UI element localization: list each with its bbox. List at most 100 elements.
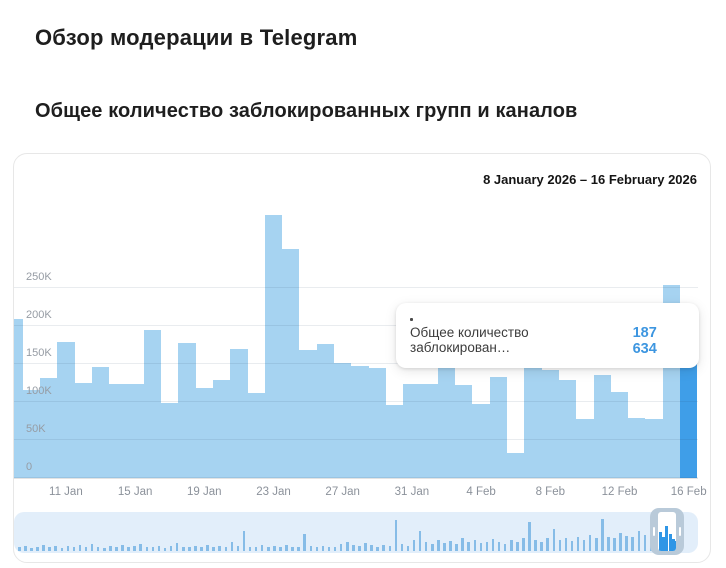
minimap-bar: [321, 545, 325, 551]
minimap-bar: [637, 531, 641, 551]
minimap-bar: [309, 546, 313, 551]
minimap-bar: [352, 544, 355, 551]
handle-preview-bar: [668, 534, 672, 551]
bar-12-feb[interactable]: [610, 391, 629, 478]
minimap-bar: [175, 543, 179, 551]
minimap-bar: [394, 520, 398, 551]
minimap-bar: [200, 546, 203, 551]
minimap-bar: [528, 522, 531, 551]
bar-18-jan[interactable]: [178, 343, 196, 478]
minimap-bar: [206, 544, 209, 551]
minimap-selection-handle[interactable]: [650, 508, 684, 555]
minimap-bar: [534, 540, 537, 551]
minimap-bar: [212, 547, 215, 551]
minimap-bar: [546, 538, 549, 551]
minimap-bar: [66, 546, 70, 551]
bar-2-feb[interactable]: [437, 368, 456, 478]
minimap-bar: [418, 531, 422, 551]
bar-30-jan[interactable]: [385, 404, 404, 478]
minimap-selection-window: [658, 512, 676, 551]
tooltip-date-marker: [410, 318, 413, 321]
bar-10-jan[interactable]: [39, 378, 58, 478]
minimap-bar: [121, 544, 124, 551]
minimap-bar: [564, 538, 568, 551]
bar-7-feb[interactable]: [524, 368, 542, 478]
minimap-bar: [382, 544, 385, 551]
bar-1-feb[interactable]: [420, 383, 438, 478]
minimap-bar: [42, 544, 45, 551]
bar-8-jan[interactable]: [14, 318, 23, 478]
bar-31-jan[interactable]: [403, 383, 421, 478]
minimap-bar: [48, 547, 51, 551]
minimap-bar: [516, 541, 519, 551]
bar-9-feb[interactable]: [558, 380, 577, 478]
bar-23-jan[interactable]: [264, 214, 283, 478]
bar-19-jan[interactable]: [195, 388, 213, 478]
bar-25-jan[interactable]: [299, 350, 317, 478]
bar-13-jan[interactable]: [91, 366, 110, 478]
bar-13-feb[interactable]: [628, 417, 646, 478]
bar-16-feb[interactable]: [680, 334, 698, 478]
minimap-bar: [260, 545, 264, 551]
bar-15-jan[interactable]: [126, 383, 144, 478]
bar-22-jan[interactable]: [247, 393, 265, 478]
tooltip-series-label: Общее количество заблокирован…: [410, 325, 529, 355]
bar-24-jan[interactable]: [282, 249, 300, 478]
tooltip: Общее количество заблокирован… 187 634: [396, 303, 699, 368]
minimap-bar: [242, 531, 246, 551]
bar-9-jan[interactable]: [22, 389, 40, 478]
bar-8-feb[interactable]: [541, 369, 559, 478]
bar-29-jan[interactable]: [368, 368, 386, 478]
bar-3-feb[interactable]: [455, 385, 473, 478]
handle-left-grip-icon[interactable]: [652, 527, 656, 536]
bar-11-feb[interactable]: [593, 375, 611, 478]
bar-14-jan[interactable]: [109, 383, 127, 478]
minimap-bar: [297, 547, 300, 551]
minimap-bar: [576, 536, 580, 551]
minimap-bar: [485, 541, 489, 551]
minimap-bar: [455, 543, 458, 551]
minimap-bar: [479, 543, 483, 551]
page-title: Обзор модерации в Telegram: [35, 25, 358, 50]
bar-20-jan[interactable]: [212, 379, 231, 478]
bar-28-jan[interactable]: [351, 366, 369, 478]
minimap-bar: [194, 545, 197, 551]
minimap-bar: [339, 543, 343, 551]
minimap-bar: [157, 545, 161, 551]
minimap-bar: [473, 540, 477, 551]
minimap-bar: [18, 547, 21, 551]
minimap-scrollbar[interactable]: [14, 512, 698, 553]
bar-26-jan[interactable]: [316, 344, 335, 478]
minimap-bar: [582, 540, 586, 551]
minimap-bar: [303, 533, 306, 551]
minimap-bar: [643, 534, 647, 551]
bar-5-feb[interactable]: [489, 376, 508, 478]
minimap-bar: [346, 542, 349, 551]
minimap-bar: [90, 543, 94, 551]
minimap-bar: [60, 547, 64, 551]
minimap-bar: [449, 540, 452, 551]
bar-11-jan[interactable]: [57, 341, 75, 478]
minimap-bar: [510, 540, 513, 551]
bar-4-feb[interactable]: [472, 404, 490, 478]
minimap-bar: [182, 547, 185, 551]
minimap-bar: [370, 545, 373, 551]
minimap-bar: [236, 546, 240, 551]
bar-14-feb[interactable]: [645, 419, 663, 478]
handle-preview-bar: [659, 532, 662, 551]
minimap-bar: [388, 545, 392, 551]
bar-16-jan[interactable]: [143, 329, 162, 478]
minimap-bar: [139, 544, 142, 551]
minimap-bar: [115, 547, 118, 551]
bar-27-jan[interactable]: [334, 363, 352, 478]
bar-17-jan[interactable]: [161, 402, 179, 478]
bar-21-jan[interactable]: [230, 349, 248, 478]
minimap-bar: [169, 546, 173, 551]
handle-right-grip-icon[interactable]: [678, 527, 682, 536]
handle-preview-bar: [662, 537, 666, 551]
bar-6-feb[interactable]: [507, 452, 525, 478]
bar-10-feb[interactable]: [576, 419, 594, 478]
minimap-bar: [248, 546, 252, 551]
bar-12-jan[interactable]: [74, 382, 92, 478]
minimap-bar: [400, 543, 404, 551]
